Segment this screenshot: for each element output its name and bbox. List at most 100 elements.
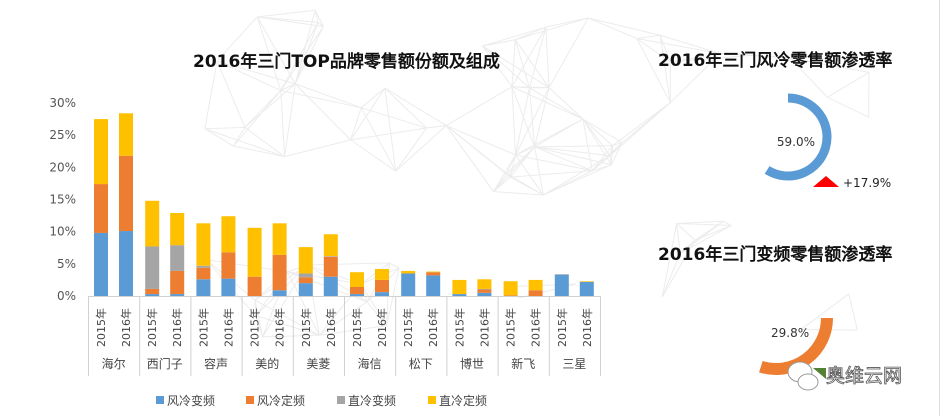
network-line [669, 53, 721, 104]
bar-segment [401, 273, 416, 296]
network-line [670, 54, 754, 63]
bar-segment [145, 246, 160, 289]
year-label: 2015年 [401, 308, 415, 347]
network-line [720, 53, 754, 56]
legend-label: 风冷变频 [167, 393, 215, 408]
inverter-title: 2016年三门变频零售额渗透率 [658, 245, 893, 265]
network-line [395, 125, 447, 172]
network-line [280, 22, 319, 91]
network-line [284, 139, 351, 158]
network-line [280, 83, 296, 91]
network-line [515, 154, 593, 172]
network-line [294, 83, 351, 141]
network-line [610, 142, 623, 166]
up-triangle-icon [813, 176, 839, 187]
year-label: 2016年 [273, 308, 287, 347]
network-line [280, 90, 286, 157]
network-line [360, 283, 388, 326]
network-line [445, 125, 508, 174]
network-line [515, 146, 535, 156]
network-line [592, 164, 612, 172]
brand-label: 美菱 [306, 357, 330, 371]
network-line [233, 145, 285, 158]
brand-label: 海尔 [102, 356, 126, 371]
network-line [582, 118, 623, 144]
network-line [545, 27, 550, 88]
network-line [445, 125, 516, 156]
bar-segment [221, 252, 236, 279]
y-tick-label: 30% [49, 96, 76, 110]
network-line [753, 54, 791, 59]
bar-segment [350, 272, 364, 287]
bar-segment [196, 279, 211, 296]
bar-segment [272, 290, 287, 296]
year-label: 2016年 [170, 308, 184, 347]
bar-segment [375, 268, 389, 280]
brand-label: 新飞 [511, 356, 535, 371]
network-line [511, 86, 517, 155]
bar-segment [170, 270, 185, 295]
bar-segment [298, 283, 313, 296]
network-line [515, 87, 530, 156]
legend-swatch [246, 396, 254, 404]
network-line [262, 334, 320, 338]
network-line [204, 126, 245, 130]
network-line [609, 142, 623, 156]
down-triangle-icon [813, 368, 826, 379]
brand-label: 松下 [409, 357, 433, 371]
bar-segment [196, 265, 211, 268]
network-line [204, 128, 234, 147]
network-line [694, 220, 724, 241]
network-line [254, 299, 264, 337]
bar-segment [323, 256, 338, 277]
bar-segment [375, 279, 389, 293]
y-tick-label: 0% [57, 289, 76, 303]
network-line [534, 146, 611, 157]
bar-segment [323, 276, 338, 296]
bar-segment [272, 254, 287, 291]
network-line [679, 224, 732, 254]
bar-segment [119, 155, 133, 232]
network-line [676, 220, 724, 224]
network-line [510, 170, 593, 178]
bar-segment [323, 234, 338, 257]
year-label: 2015年 [248, 308, 262, 347]
network-line [588, 17, 661, 36]
network-line [256, 16, 296, 85]
network-line [244, 126, 285, 157]
network-line [528, 87, 536, 147]
bar-segment [221, 216, 236, 253]
network-line [612, 102, 671, 146]
network-line [255, 315, 320, 336]
network-line [426, 125, 447, 129]
bar-segment [503, 295, 518, 296]
bar-segment [196, 267, 211, 280]
network-line [244, 83, 296, 128]
year-label: 2016年 [221, 308, 235, 347]
year-label: 2015年 [299, 308, 313, 347]
year-label: 2016年 [529, 308, 543, 347]
year-label: 2015年 [452, 308, 466, 347]
network-line [582, 118, 611, 156]
network-line [548, 87, 584, 120]
bar-segment [477, 289, 492, 293]
year-label: 2015年 [94, 308, 108, 347]
bar-segment [298, 247, 313, 274]
network-line [511, 39, 516, 87]
legend-label: 直冷变频 [348, 393, 396, 408]
y-tick-label: 5% [57, 257, 76, 271]
network-line [514, 39, 530, 89]
brand-label: 美的 [255, 356, 279, 371]
bar-segment [452, 279, 467, 295]
network-line [204, 128, 285, 158]
bar-segment [94, 232, 108, 296]
network-line [612, 142, 623, 147]
network-line [481, 45, 513, 88]
bar-segment [170, 245, 185, 271]
bar-segment [298, 277, 313, 284]
bar-segment [579, 281, 594, 282]
network-line [493, 191, 544, 196]
legend-swatch [428, 396, 436, 404]
